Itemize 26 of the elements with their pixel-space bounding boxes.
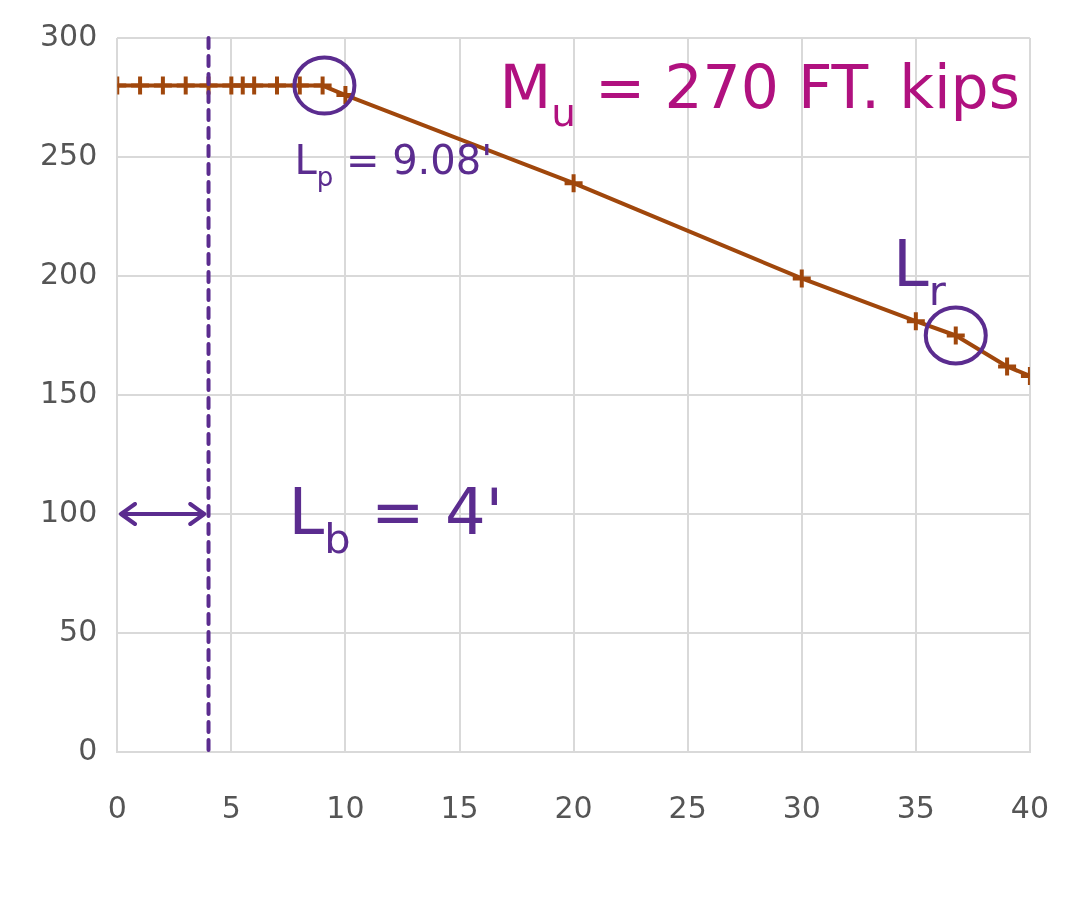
x-tick-label: 5 [221, 789, 241, 825]
y-tick-label: 150 [40, 374, 98, 410]
point [265, 74, 288, 97]
y-tick-label: 250 [40, 136, 98, 172]
x-tick-label: 20 [554, 789, 593, 825]
point [151, 74, 174, 97]
point [790, 267, 813, 290]
point [996, 355, 1019, 378]
y-tick-label: 300 [40, 17, 98, 53]
x-tick-label: 25 [668, 789, 707, 825]
y-tick-label: 200 [40, 255, 98, 291]
x-tick-label: 15 [440, 789, 479, 825]
point [562, 172, 585, 195]
point [243, 74, 266, 97]
point [288, 74, 311, 97]
x-tick-label: 40 [1010, 789, 1050, 825]
point [129, 74, 152, 97]
y-tick-label: 0 [78, 731, 98, 767]
point [904, 310, 927, 333]
point [174, 74, 197, 97]
x-tick-label: 30 [782, 789, 821, 825]
x-tick-label: 35 [896, 789, 935, 825]
y-tick-label: 100 [40, 493, 98, 529]
x-tick-label: 10 [326, 789, 365, 825]
x-tick-label: 0 [107, 789, 127, 825]
y-tick-label: 50 [59, 612, 98, 648]
